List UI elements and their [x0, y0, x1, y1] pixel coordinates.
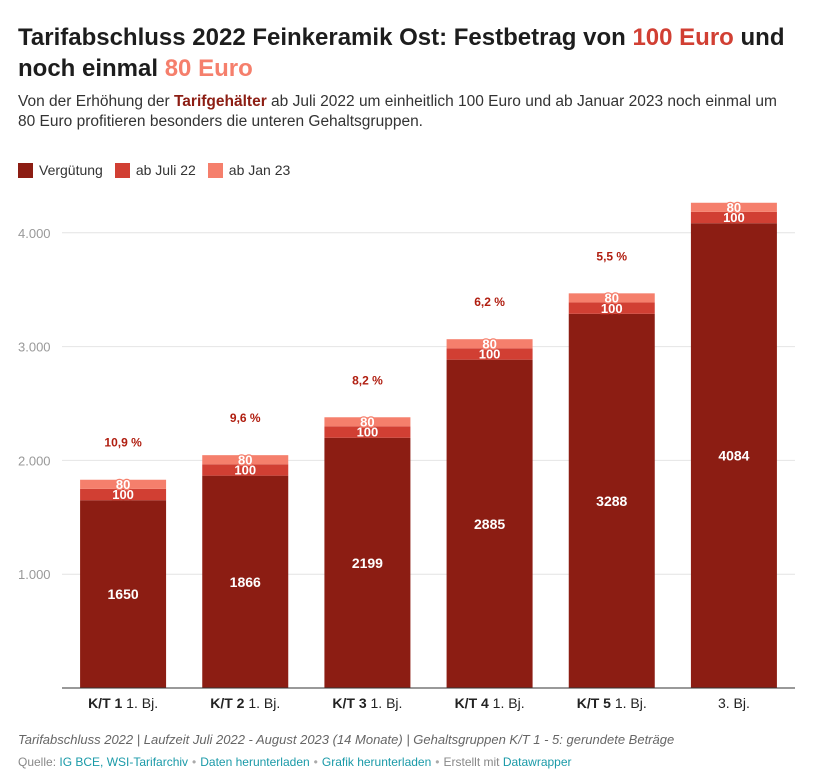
- source-link[interactable]: IG BCE, WSI-Tarifarchiv: [59, 755, 189, 769]
- legend-label-verguetung: Vergütung: [39, 162, 103, 178]
- legend-swatch-juli-22: [114, 162, 130, 178]
- legend-item-juli-22: ab Juli 22: [114, 162, 196, 178]
- x-category-label: K/T 1 1. Bj.: [88, 695, 158, 711]
- bar-value-label-verguetung: 1650: [108, 586, 139, 602]
- x-category-label-level: 1. Bj.: [611, 695, 647, 711]
- chart-subtitle: Von der Erhöhung der Tarifgehälter ab Ju…: [18, 92, 798, 132]
- bar-value-label-juli-22: 100: [723, 210, 745, 225]
- chart-source-line: Quelle: IG BCE, WSI-Tarifarchiv • Daten he…: [18, 755, 798, 769]
- y-tick-label: 3.000: [18, 340, 51, 355]
- download-graphic-link[interactable]: Grafik herunterladen: [321, 755, 432, 769]
- x-category-label-group: K/T 2: [210, 695, 244, 711]
- bar-value-label-juli-22: 100: [479, 347, 501, 362]
- bar-value-label-jan-23: 80: [238, 452, 252, 467]
- bar-segment-verguetung: [202, 475, 289, 688]
- legend-swatch-verguetung: [18, 162, 33, 178]
- bar-segment-jan-23: [202, 455, 289, 465]
- x-category-label-level: 3. Bj.: [718, 695, 750, 711]
- bar-segment-verguetung: [568, 313, 655, 688]
- bar-percent-label: 8,2 %: [352, 373, 383, 387]
- bar-percent-label: 6,2 %: [474, 295, 505, 309]
- chart-footnote: Tarifabschluss 2022 | Laufzeit Juli 2022…: [18, 732, 675, 747]
- bar-segment-jan-23: [80, 479, 167, 489]
- legend-swatch-jan-23: [207, 162, 223, 178]
- y-tick-label: 2.000: [18, 453, 51, 468]
- bar-value-label-jan-23: 80: [360, 414, 374, 429]
- bar-segment-juli-22: [202, 464, 289, 476]
- legend-label-jan-23: ab Jan 23: [228, 162, 291, 178]
- separator-dot: •: [435, 755, 440, 769]
- x-category-label: K/T 4 1. Bj.: [455, 695, 525, 711]
- legend-item-jan-23: ab Jan 23: [207, 162, 291, 178]
- bar-segment-verguetung: [446, 359, 533, 688]
- x-category-label-level: 1. Bj.: [122, 695, 158, 711]
- bar-value-label-juli-22: 100: [234, 463, 256, 478]
- x-category-label: K/T 5 1. Bj.: [577, 695, 647, 711]
- subtitle-text-2: ab Juli 2022 um einheitlich 100 Euro und…: [18, 93, 777, 130]
- bar-segment-juli-22: [568, 302, 655, 314]
- bar-value-label-verguetung: 1866: [230, 574, 261, 590]
- chart-title: Tarifabschluss 2022 Feinkeramik Ost: Fes…: [18, 22, 798, 84]
- x-category-label-group: K/T 5: [577, 695, 611, 711]
- bar-segment-juli-22: [446, 348, 533, 360]
- bar-value-label-juli-22: 100: [357, 425, 379, 440]
- bar-percent-label: 5,5 %: [596, 249, 627, 263]
- title-text-2: und noch einmal: [18, 24, 785, 82]
- bar-percent-label: 9,6 %: [230, 411, 261, 425]
- bar-value-label-jan-23: 80: [605, 291, 619, 306]
- bar-value-label-verguetung: 4084: [718, 448, 749, 464]
- bar-segment-juli-22: [324, 426, 411, 438]
- bar-segment-jan-23: [690, 202, 777, 212]
- bar-percent-label: 10,9 %: [104, 436, 142, 450]
- x-category-label: 3. Bj.: [718, 695, 750, 711]
- y-tick-label: 1.000: [18, 567, 51, 582]
- bar-value-label-juli-22: 100: [112, 487, 134, 502]
- y-tick-label: 4.000: [18, 226, 51, 241]
- legend-label-juli-22: ab Juli 22: [135, 162, 196, 178]
- bar-value-label-jan-23: 80: [116, 477, 130, 492]
- bar-segment-verguetung: [324, 437, 411, 688]
- x-category-label-group: K/T 1: [88, 695, 122, 711]
- bar-value-label-verguetung: 3288: [596, 493, 627, 509]
- datawrapper-link[interactable]: Datawrapper: [502, 755, 572, 769]
- bar-value-label-juli-22: 100: [601, 301, 623, 316]
- x-category-label: K/T 3 1. Bj.: [332, 695, 402, 711]
- bar-segment-juli-22: [690, 211, 777, 224]
- x-category-label-level: 1. Bj.: [244, 695, 280, 711]
- x-category-label: K/T 2 1. Bj.: [210, 695, 280, 711]
- bar-value-label-verguetung: 2199: [352, 555, 383, 571]
- bar-value-label-verguetung: 2885: [474, 516, 505, 532]
- x-category-label-group: K/T 4: [455, 695, 489, 711]
- title-accent-100-euro: 100 Euro: [632, 24, 734, 51]
- x-category-label-level: 1. Bj.: [367, 695, 403, 711]
- bar-segment-jan-23: [446, 339, 533, 349]
- subtitle-highlight: Tarifgehälter: [173, 93, 267, 110]
- bar-segment-verguetung: [690, 223, 777, 688]
- subtitle-text-1: Von der Erhöhung der: [18, 93, 174, 110]
- x-category-label-group: K/T 3: [332, 695, 366, 711]
- separator-dot: •: [313, 755, 318, 769]
- separator-dot: •: [192, 755, 197, 769]
- bar-segment-jan-23: [568, 293, 655, 303]
- title-accent-80-euro: 80 Euro: [164, 55, 253, 82]
- x-category-label-level: 1. Bj.: [489, 695, 525, 711]
- created-with-label: Erstellt mit: [443, 755, 503, 769]
- source-label: Quelle:: [18, 755, 60, 769]
- download-data-link[interactable]: Daten herunterladen: [200, 755, 310, 769]
- title-text-1: Tarifabschluss 2022 Feinkeramik Ost: Fes…: [18, 24, 633, 51]
- bar-segment-juli-22: [80, 488, 167, 501]
- bar-value-label-jan-23: 80: [482, 336, 496, 351]
- bar-segment-verguetung: [80, 500, 167, 688]
- chart-legend: Vergütung ab Juli 22 ab Jan 23: [18, 161, 302, 179]
- legend-item-verguetung: Vergütung: [18, 162, 103, 178]
- bar-value-label-jan-23: 80: [727, 200, 741, 215]
- bar-segment-jan-23: [324, 417, 411, 427]
